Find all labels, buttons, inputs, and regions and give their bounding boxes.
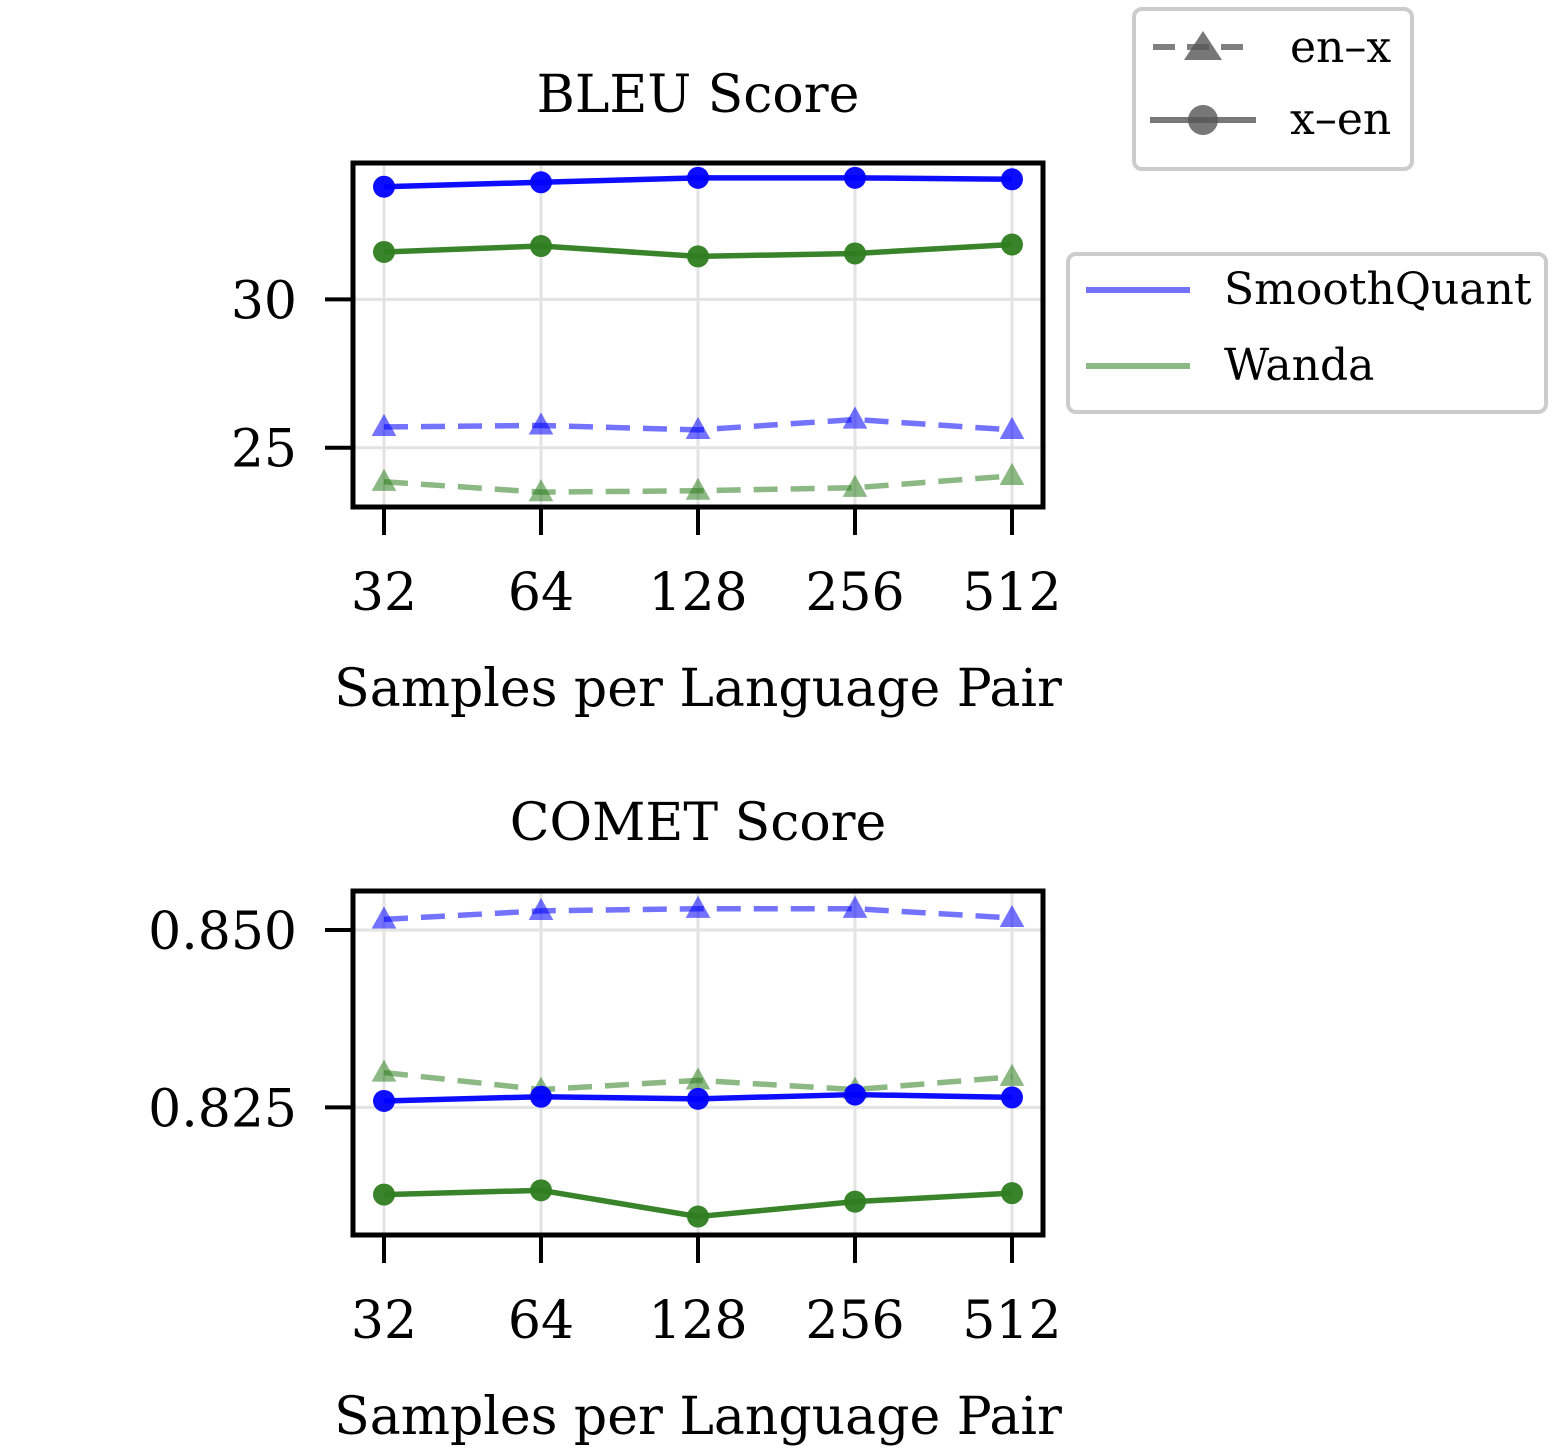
x-tick-label-64: 64 [508,563,574,623]
bleu-score-x-axis-label: Samples per Language Pair [334,659,1062,719]
data-point-wanda-x-en-512 [1001,1182,1023,1205]
legend-label-en-x: en–x [1290,22,1391,73]
comet-panel: COMET Score 32 64 128 256 512 0.825 0.850 Sample… [148,793,1062,1447]
data-point-smoothquant-x-en-128 [687,1087,709,1110]
data-point-wanda-x-en-256 [844,1190,866,1213]
data-point-smoothquant-x-en-256 [844,1083,866,1106]
x-tick-label-64: 64 [508,1291,574,1351]
data-point-smoothquant-en-x-32 [371,906,397,929]
data-point-wanda-en-x-512 [999,462,1025,485]
circle-marker-icon [1188,105,1218,135]
data-point-smoothquant-x-en-128 [687,166,709,189]
legend-label-x-en: x–en [1290,94,1391,145]
y-tick-label-0-825: 0.825 [148,1079,297,1139]
data-point-wanda-en-x-64 [528,479,554,502]
data-point-smoothquant-en-x-128 [685,895,711,918]
y-tick-label-30: 30 [231,271,297,331]
bleu-score-title: BLEU Score [537,65,860,125]
legend-entry-wanda: Wanda [1086,340,1374,391]
data-point-wanda-en-x-512 [999,1063,1025,1086]
data-point-smoothquant-en-x-256 [842,406,868,429]
data-point-smoothquant-x-en-512 [1001,168,1023,191]
x-tick-label-32: 32 [351,563,417,623]
legend-entry-en-x: en–x [1153,22,1391,73]
data-point-wanda-x-en-64 [530,235,552,258]
bleu-panel: BLEU Score 32 64 128 256 512 25 30 Samples per L… [231,65,1062,719]
data-point-smoothquant-x-en-64 [530,1085,552,1108]
data-point-wanda-en-x-256 [842,474,868,497]
legend-entry-smoothquant: SmoothQuant [1086,264,1532,315]
comet-score-x-axis-label: Samples per Language Pair [334,1387,1062,1447]
data-point-smoothquant-x-en-256 [844,166,866,189]
data-point-smoothquant-en-x-512 [999,904,1025,928]
comet-score-title: COMET Score [510,793,887,853]
data-point-wanda-x-en-64 [530,1179,552,1202]
legend-label-wanda: Wanda [1224,340,1374,391]
method-legend: SmoothQuant Wanda [1066,252,1548,414]
x-tick-label-32: 32 [351,1291,417,1351]
y-tick-label-25: 25 [231,420,297,480]
x-tick-label-128: 128 [648,1291,747,1351]
data-point-wanda-x-en-128 [687,1205,709,1228]
legend-label-smoothquant: SmoothQuant [1224,264,1532,315]
data-point-smoothquant-en-x-32 [371,413,397,437]
data-point-smoothquant-en-x-128 [685,416,711,439]
x-tick-label-128: 128 [648,563,747,623]
direction-legend: en–x x–en [1132,7,1414,171]
data-point-wanda-x-en-128 [687,245,709,268]
data-point-wanda-x-en-32 [373,1183,395,1206]
data-point-wanda-en-x-128 [685,1067,711,1090]
data-point-smoothquant-x-en-32 [373,175,395,198]
y-tick-label-0-850: 0.850 [148,902,297,962]
x-tick-label-256: 256 [805,1291,904,1351]
x-tick-label-256: 256 [805,563,904,623]
data-point-smoothquant-x-en-64 [530,171,552,194]
data-point-smoothquant-en-x-64 [528,897,554,920]
data-point-smoothquant-en-x-256 [842,895,868,918]
data-point-smoothquant-en-x-512 [999,416,1025,439]
x-tick-label-512: 512 [962,1291,1061,1351]
triangle-marker-icon [1184,31,1222,60]
data-point-wanda-en-x-32 [371,1059,397,1082]
data-point-smoothquant-x-en-512 [1001,1086,1023,1109]
method-legend-frame [1066,252,1548,414]
data-point-smoothquant-en-x-64 [528,412,554,435]
data-point-wanda-x-en-256 [844,242,866,265]
data-point-wanda-en-x-128 [685,477,711,500]
data-point-wanda-x-en-512 [1001,233,1023,256]
data-point-smoothquant-x-en-32 [373,1089,395,1112]
data-point-wanda-en-x-32 [371,468,397,491]
x-tick-label-512: 512 [962,563,1061,623]
data-point-wanda-x-en-32 [373,240,395,263]
legend-entry-x-en: x–en [1150,94,1391,145]
